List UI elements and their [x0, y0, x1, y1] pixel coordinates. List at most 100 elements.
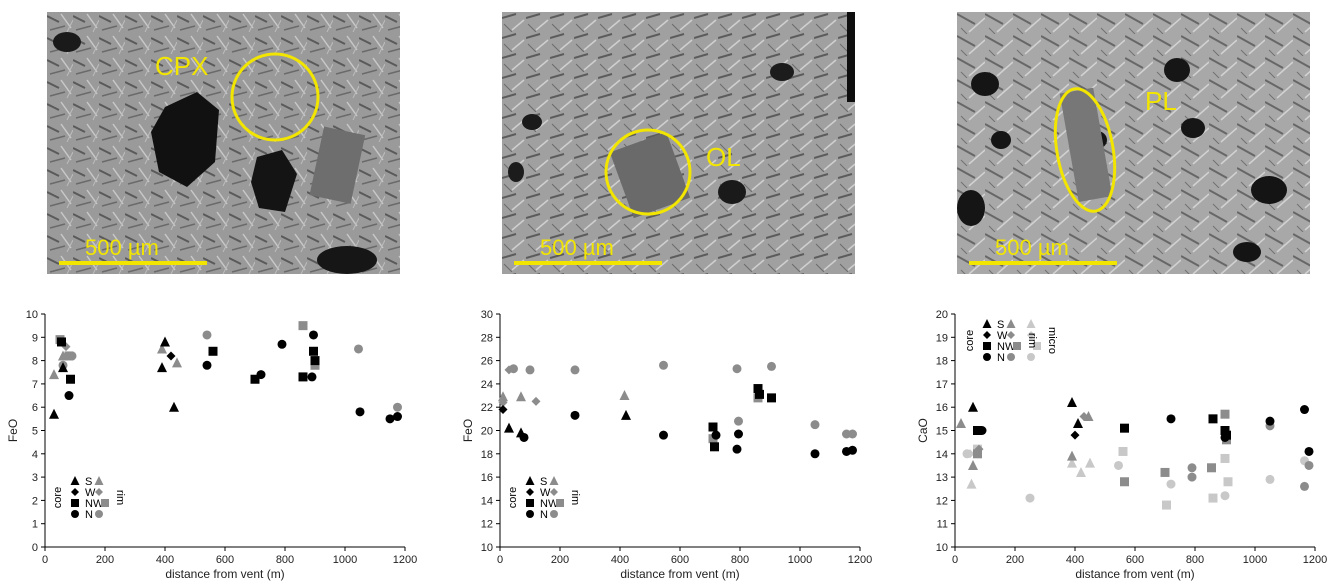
- data-point-rim-s: [968, 459, 978, 470]
- legend-site-nw: NW: [540, 498, 559, 510]
- x-tick-label: 600: [216, 554, 234, 566]
- series-core-n: [64, 330, 402, 424]
- legend-site-nw: NW: [997, 341, 1016, 353]
- data-point-micro-nw: [1208, 493, 1218, 503]
- legend-marker-rim-n: [1007, 353, 1015, 361]
- x-tick-label: 400: [156, 554, 174, 566]
- data-point-rim-s: [956, 418, 966, 429]
- series-rim-n: [1187, 421, 1314, 491]
- x-axis-label: distance from vent (m): [1075, 567, 1194, 581]
- legend-marker-rim-w: [1007, 331, 1015, 339]
- data-point-core-n: [309, 330, 318, 340]
- x-tick-label: 400: [1066, 554, 1084, 566]
- legend-marker-core-n: [983, 353, 991, 361]
- legend-marker-micro-w: [1027, 331, 1035, 339]
- y-tick-label: 10: [26, 309, 38, 321]
- chart-feo-ol: 0 200 400 600 800 1000 1200 10 12 14 16 18 20 22 24 26 2…: [455, 300, 900, 587]
- data-point-core-n: [810, 449, 820, 459]
- data-point-rim-n: [1187, 472, 1197, 482]
- data-point-core-nw: [753, 384, 763, 394]
- legend-marker-core-w: [983, 331, 991, 339]
- data-point-core-nw: [1120, 423, 1129, 433]
- panel-ol: OL 500 µm 0 200 400 600 800 1000 1200 10 12 14 16 1…: [455, 0, 900, 587]
- legend-site-w: W: [997, 330, 1008, 342]
- y-tick-label: 10: [936, 542, 948, 554]
- data-point-micro-n: [1166, 479, 1176, 489]
- data-point-core-nw: [755, 389, 764, 399]
- legend-marker-core-n: [526, 510, 534, 518]
- legend-marker-core-s: [982, 319, 992, 328]
- data-point-rim-nw: [298, 321, 308, 331]
- data-point-rim-n: [1187, 463, 1197, 473]
- legend-site-w: W: [540, 487, 551, 499]
- y-tick-label: 9: [32, 332, 38, 344]
- mineral-label: PL: [1145, 86, 1177, 116]
- legend-marker-rim-nw: [1013, 342, 1021, 350]
- legend-site-s: S: [85, 476, 92, 488]
- scale-label: 500 µm: [85, 235, 159, 260]
- micrograph-ol: OL 500 µm: [502, 12, 855, 274]
- data-point-rim-s: [498, 391, 508, 402]
- data-point-rim-w: [498, 398, 508, 408]
- data-point-core-s: [1073, 418, 1083, 429]
- series-rim-w: [974, 412, 1089, 454]
- x-tick-label: 800: [276, 554, 294, 566]
- series-micro-s: [966, 457, 1095, 489]
- y-axis-label: FeO: [461, 419, 475, 442]
- data-point-core-nw: [66, 374, 75, 384]
- y-tick-label: 1: [32, 519, 38, 531]
- legend-marker-core-nw: [71, 499, 79, 507]
- legend-group-rim: rim: [1026, 333, 1038, 348]
- x-tick-label: 1000: [1243, 554, 1267, 566]
- data-point-core-s: [1067, 397, 1077, 408]
- data-point-core-n: [570, 410, 580, 420]
- mineral-label: OL: [706, 142, 741, 172]
- y-tick-label: 20: [481, 426, 493, 438]
- series-core-w: [1070, 430, 1080, 440]
- x-axis-label: distance from vent (m): [620, 567, 739, 581]
- data-point-rim-s: [157, 343, 167, 354]
- legend-group-rim: rim: [114, 490, 126, 505]
- data-point-rim-n: [1304, 460, 1314, 470]
- x-tick-label: 1200: [848, 554, 872, 566]
- series-core-w: [166, 351, 176, 361]
- legend-marker-rim-s: [94, 476, 104, 485]
- y-tick-label: 0: [32, 542, 38, 554]
- data-point-core-nw: [309, 346, 318, 356]
- x-tick-label: 1000: [333, 554, 357, 566]
- legend-site-n: N: [997, 352, 1005, 364]
- bse-image: PL 500 µm: [957, 12, 1310, 274]
- y-tick-label: 3: [32, 472, 38, 484]
- data-point-micro-s: [966, 478, 977, 489]
- legend-site-w: W: [85, 487, 96, 499]
- data-point-core-n: [385, 414, 395, 424]
- legend-site-s: S: [997, 319, 1004, 331]
- series-core-n: [977, 405, 1314, 456]
- legend-marker-core-s: [70, 476, 80, 485]
- data-point-rim-w: [531, 396, 541, 406]
- legend-group-micro: micro: [1046, 327, 1058, 354]
- series-core-w: [498, 405, 508, 415]
- y-tick-label: 14: [936, 449, 948, 461]
- data-point-core-nw: [710, 442, 719, 452]
- x-tick-label: 1200: [1303, 554, 1327, 566]
- data-point-core-n: [659, 430, 668, 440]
- data-point-core-n: [732, 444, 742, 454]
- panel-pl: PL 500 µm 0 200 400 600 800 1000 1200 10 11 12 13 1…: [910, 0, 1336, 587]
- data-point-micro-n: [1265, 474, 1275, 484]
- y-tick-label: 16: [936, 402, 948, 414]
- x-tick-label: 600: [671, 554, 689, 566]
- data-point-core-nw: [57, 337, 66, 347]
- series-rim-n: [509, 360, 857, 439]
- y-tick-label: 26: [481, 356, 493, 368]
- y-tick-label: 20: [936, 309, 948, 321]
- data-point-core-n: [977, 426, 987, 435]
- data-point-rim-s: [619, 390, 630, 401]
- chart-cao-pl: 0 200 400 600 800 1000 1200 10 11 12 13 14 15 16 17 18 1…: [910, 300, 1336, 587]
- y-tick-label: 12: [936, 495, 948, 507]
- data-point-rim-n: [354, 344, 363, 354]
- data-point-rim-n: [659, 360, 668, 370]
- y-tick-label: 4: [32, 449, 38, 461]
- data-point-core-nw: [298, 372, 308, 382]
- data-point-core-n: [1265, 416, 1275, 426]
